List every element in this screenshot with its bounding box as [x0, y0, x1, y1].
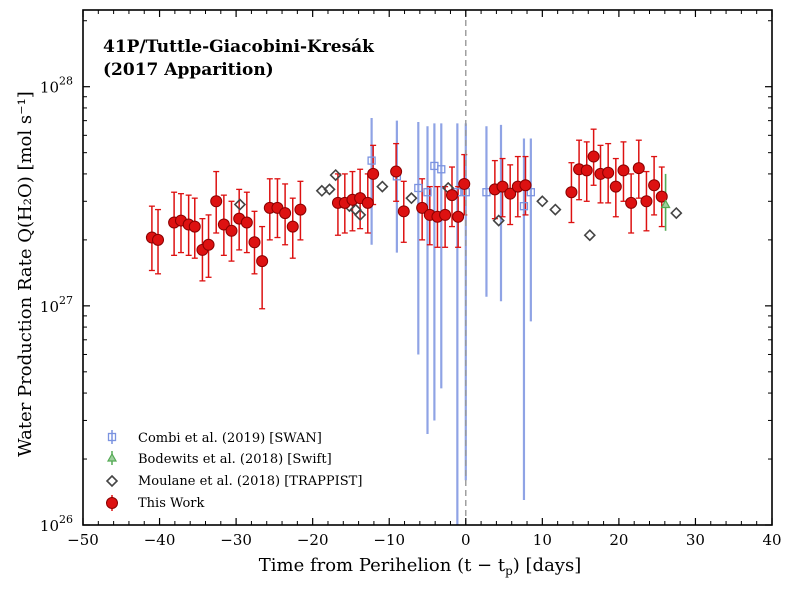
- annotation-comet-name: 41P/Tuttle-Giacobini-Kresák: [103, 37, 375, 57]
- this-work-point-39: [519, 179, 532, 192]
- this-work-point-31: [439, 208, 452, 221]
- combi-point-10: [519, 202, 529, 211]
- combi-point-2: [414, 183, 423, 193]
- x-tick-label-7: 20: [609, 531, 628, 549]
- this-work-point-1: [152, 233, 165, 246]
- this-work-point-10: [225, 224, 238, 237]
- x-tick-label-1: −40: [144, 531, 176, 549]
- moulane-point-8: [405, 192, 418, 205]
- x-tick-label-6: 10: [533, 531, 552, 549]
- legend-marker-bodewits: [106, 451, 118, 465]
- this-work-point-34: [458, 177, 471, 190]
- this-work-point-40: [565, 186, 578, 199]
- this-work-point-32: [445, 189, 458, 202]
- this-work-point-5: [188, 220, 201, 233]
- axes-layer: −50 −40 −30 −20 −10 0 10 20 30 40 1026 1027 1028: [40, 9, 782, 549]
- this-work-point-51: [648, 179, 661, 192]
- combi-point-5: [437, 165, 446, 174]
- this-work-point-48: [625, 196, 638, 209]
- moulane-point-3: [329, 168, 342, 182]
- this-work-point-17: [279, 207, 292, 220]
- this-work-point-49: [632, 162, 645, 175]
- markers-layer: [145, 150, 683, 268]
- moulane-point-14: [670, 206, 683, 220]
- this-work-point-33: [452, 210, 465, 223]
- x-tick-label-9: 40: [762, 531, 781, 549]
- this-work-point-25: [367, 167, 380, 180]
- x-tick-label-8: 30: [686, 531, 705, 549]
- this-work-point-36: [496, 180, 509, 193]
- this-work-point-52: [655, 190, 668, 203]
- plot-frame: [82, 9, 773, 526]
- legend-marker-moulane: [105, 474, 119, 488]
- this-work-point-19: [294, 203, 307, 216]
- y-tick-label-1: 1027: [40, 294, 73, 316]
- this-work-point-27: [397, 205, 410, 218]
- x-tick-label-2: −30: [220, 531, 252, 549]
- moulane-point-12: [549, 203, 562, 216]
- legend-label-bodewits: Bodewits et al. (2018) [Swift]: [138, 452, 332, 467]
- y-tick-label-0: 1026: [40, 513, 73, 535]
- x-tick-label-5: 0: [461, 531, 471, 549]
- moulane-point-2: [323, 183, 336, 196]
- x-tick-label-3: −20: [297, 531, 329, 549]
- this-work-point-42: [580, 164, 593, 177]
- legend-marker-this-work: [106, 495, 118, 511]
- legend-label-combi: Combi et al. (2019) [SWAN]: [138, 431, 322, 446]
- this-work-point-26: [390, 165, 403, 178]
- this-work-point-18: [286, 220, 299, 233]
- legend-marker-combi: [107, 430, 117, 444]
- x-tick-label-0: −50: [67, 531, 99, 549]
- annotation-apparition: (2017 Apparition): [103, 60, 274, 80]
- this-work-point-12: [240, 216, 253, 229]
- this-work-point-45: [602, 166, 615, 179]
- legend-label-moulane: Moulane et al. (2018) [TRAPPIST]: [138, 474, 362, 489]
- combi-point-0: [367, 156, 376, 165]
- y-tick-label-2: 1028: [40, 75, 73, 97]
- combi-point-3: [423, 188, 432, 197]
- this-work-point-9: [217, 218, 230, 231]
- this-work-point-28: [416, 201, 429, 214]
- moulane-point-6: [353, 208, 367, 222]
- moulane-point-0: [233, 198, 247, 211]
- moulane-point-13: [583, 229, 596, 242]
- this-work-point-13: [248, 236, 261, 249]
- this-work-point-50: [640, 195, 653, 208]
- this-work-point-14: [256, 255, 269, 268]
- this-work-point-43: [587, 150, 600, 163]
- this-work-point-37: [504, 187, 517, 200]
- moulane-point-10: [492, 214, 505, 227]
- combi-point-11: [526, 188, 535, 197]
- this-work-point-24: [361, 196, 374, 209]
- x-axis-title: Time from Perihelion (t − tp) [days]: [259, 555, 581, 578]
- this-work-point-47: [617, 164, 630, 177]
- this-work-point-8: [210, 195, 223, 208]
- moulane-point-7: [376, 180, 389, 193]
- legend-label-this-work: This Work: [138, 496, 205, 511]
- this-work-point-46: [609, 180, 622, 193]
- x-tick-label-4: −10: [373, 531, 405, 549]
- moulane-point-11: [536, 195, 549, 208]
- y-axis-title: Water Production Rate Q(H₂O) [mol s⁻¹]: [15, 91, 36, 457]
- bodewits-point-0: [660, 199, 671, 209]
- this-work-point-7: [202, 238, 215, 251]
- legend: Combi et al. (2019) [SWAN] Bodewits et a…: [105, 430, 362, 511]
